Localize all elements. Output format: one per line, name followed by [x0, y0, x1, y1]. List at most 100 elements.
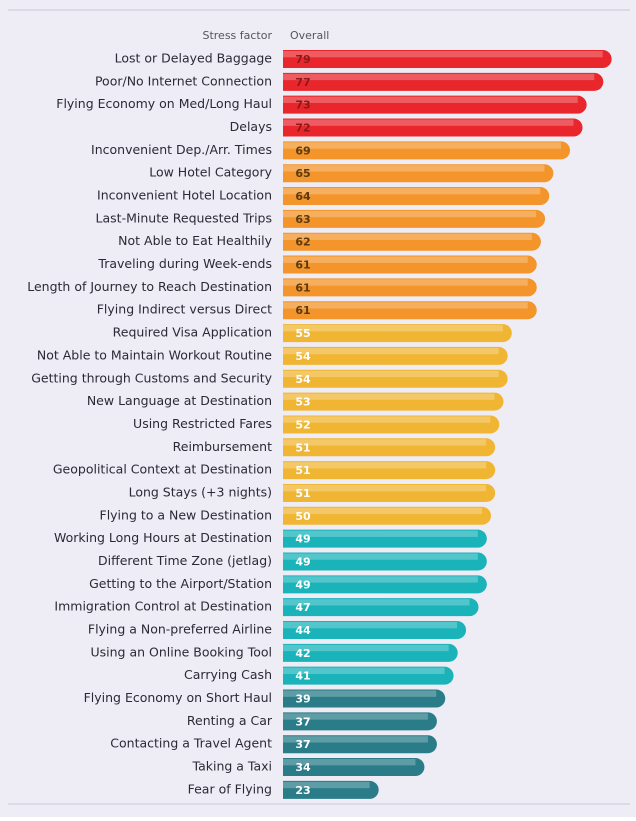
- value-label: 77: [295, 76, 310, 89]
- value-label: 61: [295, 259, 310, 272]
- bar: [283, 232, 541, 251]
- bar-shine: [283, 51, 603, 58]
- bar: [283, 529, 487, 548]
- bar: [283, 141, 571, 160]
- value-label: 51: [295, 441, 310, 454]
- bar-shine: [283, 233, 532, 241]
- category-label: Using Restricted Fares: [133, 416, 272, 431]
- value-label: 50: [295, 510, 311, 523]
- bar: [283, 666, 454, 685]
- bar-shine: [283, 416, 491, 423]
- bar-shine: [283, 393, 495, 400]
- bar: [283, 712, 437, 731]
- bar-shine: [283, 484, 487, 492]
- bar: [283, 621, 467, 639]
- bar: [283, 758, 425, 777]
- value-label: 63: [295, 213, 310, 226]
- bar-shine: [283, 256, 528, 263]
- bar: [283, 118, 583, 137]
- bar: [283, 438, 496, 457]
- value-label: 39: [295, 693, 310, 706]
- bar-shine: [283, 370, 499, 378]
- value-label: 49: [295, 578, 310, 591]
- category-label: Carrying Cash: [184, 667, 272, 682]
- value-label: 44: [295, 624, 311, 637]
- bar-shine: [283, 576, 478, 583]
- bar: [283, 164, 554, 183]
- category-label: Working Long Hours at Destination: [54, 530, 272, 545]
- category-label: Long Stays (+3 nights): [129, 484, 272, 499]
- bar: [283, 369, 508, 388]
- value-label: 42: [295, 647, 310, 660]
- category-label: Inconvenient Hotel Location: [97, 188, 272, 203]
- bar-shine: [283, 302, 528, 309]
- bar-shine: [283, 690, 437, 697]
- category-label: Contacting a Travel Agent: [110, 736, 272, 751]
- category-label: Length of Journey to Reach Destination: [27, 279, 272, 294]
- bar-shine: [283, 165, 545, 172]
- category-label: Inconvenient Dep./Arr. Times: [91, 142, 272, 157]
- value-label: 72: [295, 122, 310, 135]
- value-label: 51: [295, 487, 310, 500]
- value-label: 61: [295, 304, 310, 317]
- category-label: Traveling during Week-ends: [97, 256, 272, 271]
- value-label: 53: [295, 396, 310, 409]
- value-label: 34: [295, 761, 311, 774]
- category-label: Getting to the Airport/Station: [89, 576, 272, 591]
- category-label: Reimbursement: [173, 439, 272, 454]
- bar: [283, 324, 512, 343]
- bar: [283, 95, 587, 114]
- bar: [283, 392, 504, 411]
- bar-shine: [283, 347, 499, 355]
- bar: [283, 552, 487, 571]
- category-label: New Language at Destination: [87, 393, 272, 408]
- value-label: 54: [295, 350, 311, 363]
- category-label: Geopolitical Context at Destination: [53, 462, 272, 477]
- bar-shine: [283, 73, 595, 81]
- bar-shine: [283, 439, 487, 446]
- bar-shine: [283, 622, 458, 629]
- category-label: Flying to a New Destination: [100, 507, 273, 522]
- value-label: 62: [295, 236, 310, 249]
- category-label: Immigration Control at Destination: [54, 599, 272, 614]
- bar-shine: [283, 599, 470, 606]
- category-label: Low Hotel Category: [149, 165, 272, 180]
- bar-shine: [283, 96, 578, 103]
- bar: [283, 187, 550, 206]
- category-label: Flying Economy on Short Haul: [84, 690, 272, 705]
- bar-shine: [283, 667, 445, 674]
- bar: [283, 50, 612, 68]
- category-label: Flying a Non-preferred Airline: [88, 622, 272, 637]
- value-label: 52: [295, 418, 310, 431]
- bar-shine: [283, 210, 537, 218]
- value-label: 47: [295, 601, 310, 614]
- category-label: Flying Economy on Med/Long Haul: [56, 96, 272, 111]
- bar: [283, 689, 446, 708]
- value-label: 79: [295, 53, 310, 66]
- value-header: Overall: [290, 29, 329, 42]
- bar: [283, 209, 546, 228]
- bar-shine: [283, 279, 528, 286]
- value-label: 64: [295, 190, 311, 203]
- bar: [283, 643, 458, 662]
- value-label: 49: [295, 555, 310, 568]
- bar-shine: [283, 142, 562, 149]
- bar-shine: [283, 462, 487, 469]
- value-label: 73: [295, 99, 310, 112]
- category-label: Renting a Car: [187, 713, 273, 728]
- value-label: 54: [295, 373, 311, 386]
- bar: [283, 255, 537, 274]
- bar-shine: [283, 553, 478, 560]
- bar-shine: [283, 119, 574, 126]
- bar-shine: [283, 325, 503, 332]
- value-label: 41: [295, 670, 310, 683]
- bar: [283, 72, 604, 91]
- value-label: 37: [295, 715, 310, 728]
- bar: [283, 506, 491, 525]
- value-label: 65: [295, 167, 310, 180]
- bar-shine: [283, 713, 428, 720]
- bar: [283, 483, 496, 502]
- bar: [283, 735, 437, 754]
- category-label: Delays: [230, 119, 272, 134]
